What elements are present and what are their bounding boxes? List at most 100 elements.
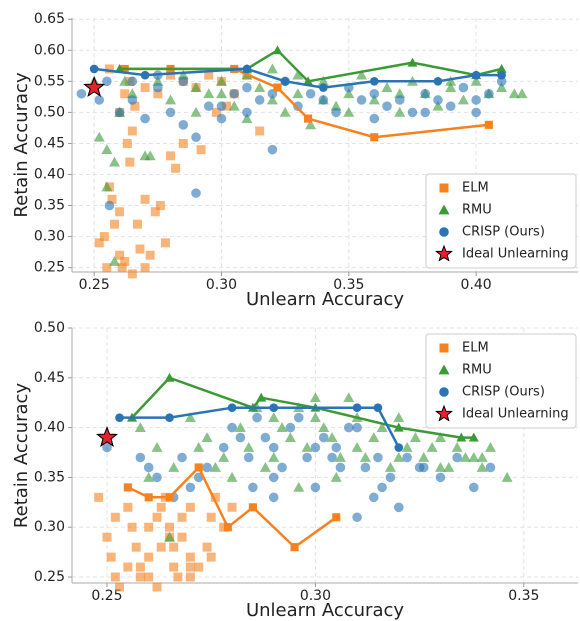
marker [96,426,118,447]
marker [407,57,418,67]
marker [165,413,174,422]
y-tick-label: 0.25 [34,260,65,276]
marker [166,70,176,80]
y-tick-label: 0.65 [34,11,65,27]
legend-label: ELM [462,341,489,356]
marker [135,562,145,572]
marker [143,462,154,473]
marker [369,77,379,86]
marker [152,472,162,483]
marker [191,132,201,143]
marker [373,403,383,413]
marker [434,461,446,472]
legend-box [425,333,577,429]
marker [144,150,156,161]
marker [394,95,405,105]
marker [368,492,379,503]
marker [152,512,162,522]
marker [326,432,338,442]
marker [310,482,321,493]
marker [242,64,252,74]
marker [130,101,140,111]
marker [152,75,164,86]
marker [193,442,205,452]
marker [140,263,150,273]
marker [102,263,112,273]
marker [115,582,125,592]
marker [178,76,189,87]
marker [393,412,405,423]
marker [310,442,321,453]
marker [165,107,176,118]
marker [254,82,266,92]
marker [185,502,195,512]
marker [317,75,329,86]
marker [456,432,467,442]
marker [407,107,418,118]
marker [160,238,170,248]
marker [132,219,142,229]
marker [468,482,479,493]
legend-label: Ideal Unlearning [462,407,569,422]
marker [127,126,137,136]
marker [144,522,154,532]
marker [206,512,216,522]
marker [145,250,155,260]
marker [356,69,368,80]
marker [394,88,406,99]
marker [268,442,279,453]
marker [470,75,482,86]
x-tick-label: 0.40 [461,277,492,293]
marker [280,77,290,86]
marker [433,77,443,86]
marker [334,451,346,462]
marker [439,343,449,353]
marker [153,82,163,93]
marker [370,133,379,142]
marker [127,522,137,532]
marker [243,452,254,463]
marker [285,422,296,433]
y-axis-label: Retain Accuracy [11,72,32,218]
marker [409,432,421,442]
y-tick-label: 0.30 [34,519,65,535]
marker [185,552,195,562]
marker [106,552,116,562]
marker [368,432,380,442]
marker [394,443,404,452]
marker [331,107,341,118]
y-axis-label: Retain Accuracy [11,383,32,529]
legend-box [425,173,577,269]
marker [318,432,329,443]
frontier-line [131,376,474,439]
marker [171,163,181,173]
marker [268,472,279,483]
marker [94,492,104,502]
legend-label: RMU [462,363,492,378]
marker [164,531,176,542]
marker [496,82,508,92]
marker [484,88,494,99]
marker [202,462,212,473]
marker [222,101,232,111]
marker [435,244,453,262]
marker [439,183,449,193]
marker [458,82,469,93]
marker [438,364,450,375]
marker [115,207,125,217]
marker [343,392,355,403]
marker [459,451,471,462]
marker [109,255,121,266]
x-tick-label: 0.35 [508,588,539,604]
marker [226,471,238,482]
marker [94,95,105,105]
marker [164,372,175,382]
marker [127,269,137,279]
marker [206,552,216,562]
marker [435,404,453,422]
marker [256,392,267,402]
y-tick-label: 0.45 [34,135,65,151]
marker [102,76,112,87]
marker [223,523,232,532]
